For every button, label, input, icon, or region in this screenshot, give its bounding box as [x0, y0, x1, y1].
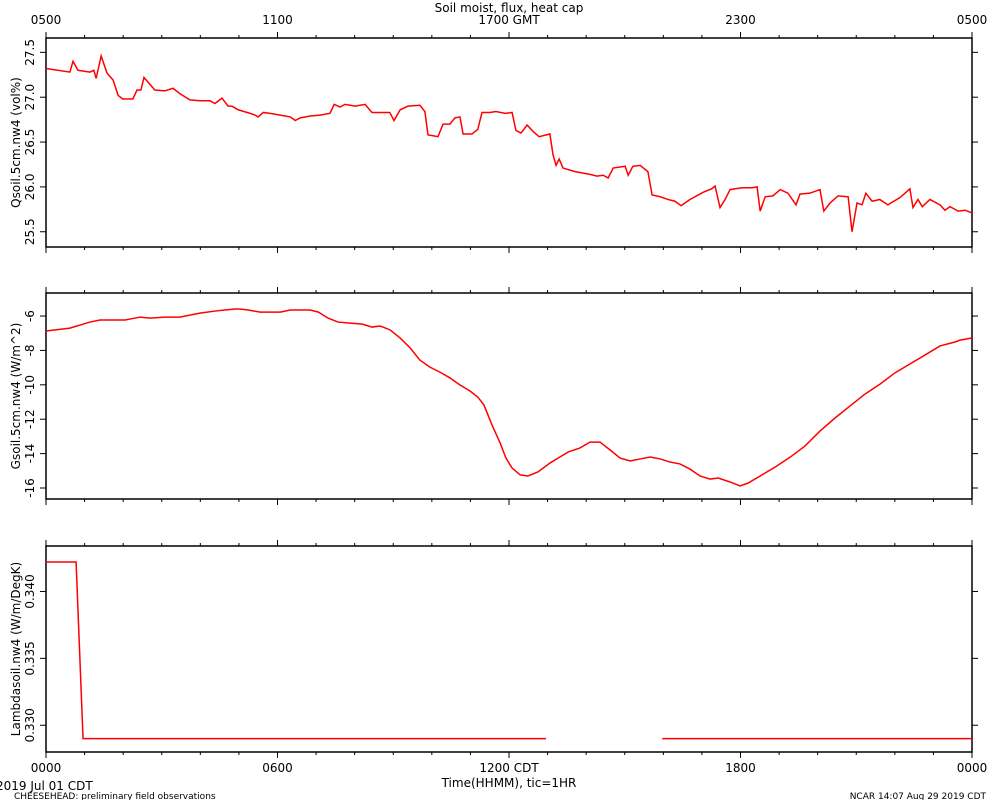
x2-tick-label: 0500 — [31, 13, 62, 27]
y-tick-label: -8 — [23, 344, 37, 356]
y-tick-label: -12 — [23, 409, 37, 429]
y-tick-label: 26.5 — [23, 129, 37, 156]
y-tick-label: -16 — [23, 478, 37, 498]
x-tick-label: 1800 — [725, 761, 756, 775]
y-tick-label: 27.5 — [23, 39, 37, 66]
y-axis-label: Gsoil.5cm.nw4 (W/m^2) — [9, 323, 23, 470]
y-tick-label: 0.330 — [23, 708, 37, 742]
footer-left: CHEESEHEAD: preliminary field observatio… — [14, 792, 216, 800]
chart-title: Soil moist, flux, heat cap — [435, 1, 584, 15]
data-line — [45, 53, 973, 232]
plot-frame — [45, 292, 973, 500]
y-tick-label: 27.0 — [23, 84, 37, 111]
y-tick-label: -10 — [23, 375, 37, 395]
x-axis-label: Time(HHMM), tic=1HR — [441, 776, 577, 790]
y-tick-label: -6 — [23, 310, 37, 322]
data-line — [45, 308, 973, 487]
y-axis-label: Lambdasoil.nw4 (W/m/DegK) — [9, 562, 23, 736]
x-tick-label: 1200 CDT — [479, 761, 539, 775]
x2-tick-label: 0500 — [957, 13, 988, 27]
y-tick-label: 0.335 — [23, 641, 37, 675]
x2-tick-label: 1700 GMT — [478, 13, 540, 27]
y-tick-label: 25.5 — [23, 218, 37, 245]
plot-frame — [45, 37, 973, 248]
y-axis-label: Qsoil.5cm.nw4 (vol%) — [9, 77, 23, 208]
plot-frame — [45, 545, 973, 753]
date-label: 2019 Jul 01 CDT — [0, 779, 93, 793]
x2-tick-label: 1100 — [262, 13, 293, 27]
x-tick-label: 0000 — [957, 761, 988, 775]
y-tick-label: 0.340 — [23, 574, 37, 608]
data-line — [46, 561, 972, 740]
x-tick-label: 0000 — [31, 761, 62, 775]
footer-right: NCAR 14:07 Aug 29 2019 CDT — [850, 792, 987, 800]
x-tick-label: 0600 — [262, 761, 293, 775]
x2-tick-label: 2300 — [725, 13, 756, 27]
y-tick-label: -14 — [23, 444, 37, 464]
y-tick-label: 26.0 — [23, 174, 37, 201]
